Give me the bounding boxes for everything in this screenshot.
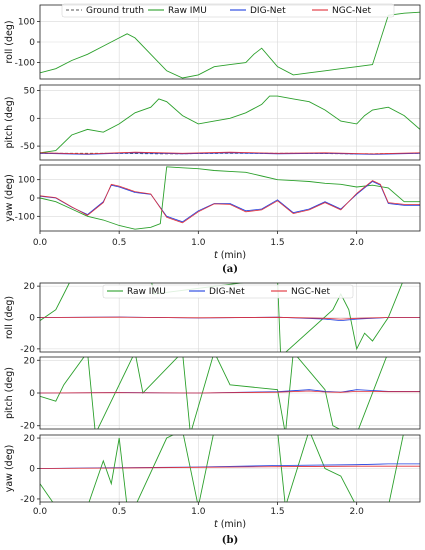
x-axis-label: t (min) (214, 250, 246, 261)
series-line-raw-imu (40, 11, 420, 79)
y-tick-label: 0 (29, 314, 35, 324)
plot-frame (39, 356, 421, 430)
panel-caption: (a) (222, 264, 238, 275)
y-tick-label: -20 (20, 345, 35, 355)
subplot-yaw-deg: 20 0 -20 yaw (deg) (4, 434, 421, 505)
y-tick-label: 20 (24, 282, 36, 292)
y-tick-label: -100 (15, 212, 36, 222)
series-group (40, 283, 420, 352)
y-axis-label: pitch (deg) (4, 97, 15, 149)
y-tick-label: -50 (20, 142, 35, 152)
legend-box (102, 284, 354, 299)
y-tick-label: 100 (18, 176, 35, 186)
x-tick-label: 2.0 (350, 507, 365, 517)
series-line-ngc-net (40, 151, 420, 155)
x-tick-label: 0.0 (33, 238, 48, 248)
y-axis-label: roll (deg) (4, 20, 15, 63)
series-line-raw-imu (40, 435, 404, 502)
subplot-pitch-deg: 50 0 -50 pitch (deg) (4, 84, 421, 161)
y-tick-label: -100 (15, 59, 36, 69)
y-axis-label: roll (deg) (4, 296, 15, 339)
series-line-raw-imu (40, 95, 420, 154)
legend-label-ngc-net: NGC-Net (332, 6, 372, 16)
y-tick-label: 20 (24, 434, 36, 444)
plot-frame (39, 84, 421, 161)
legend-label-dig-net: DIG-Net (250, 6, 286, 16)
x-tick-label: 2.0 (350, 238, 365, 248)
y-tick-label: 0 (29, 194, 35, 204)
series-line-dig-net (40, 181, 420, 223)
y-axis-label: yaw (deg) (4, 445, 15, 493)
x-tick-label: 0.5 (112, 238, 126, 248)
legend: Raw IMU DIG-Net NGC-Net (102, 284, 354, 299)
y-tick-label: -20 (20, 495, 35, 505)
series-line-raw-imu (40, 166, 420, 230)
series-group (40, 95, 420, 155)
plot-frame (39, 434, 421, 503)
series-line-ngc-net (40, 316, 420, 320)
legend-box (61, 3, 395, 18)
y-tick-label: 0 (29, 389, 35, 399)
x-axis-label-var: t (214, 519, 219, 530)
y-tick-label: 50 (24, 87, 36, 97)
x-tick-label: 1.5 (270, 238, 284, 248)
legend-label-raw-imu: Raw IMU (127, 287, 166, 297)
x-axis-label-var: t (214, 250, 219, 261)
series-line-raw-imu (40, 283, 403, 352)
y-tick-label: 0 (29, 465, 35, 475)
legend-label-dig-net: DIG-Net (209, 287, 245, 297)
series-line-ngc-net (40, 390, 420, 394)
y-axis-label: pitch (deg) (4, 367, 15, 419)
legend-label-raw-imu: Raw IMU (168, 6, 207, 16)
series-line-ngc-net (40, 180, 420, 224)
y-axis-label: yaw (deg) (4, 174, 15, 222)
x-tick-label: 0.0 (33, 507, 48, 517)
subplot-pitch-deg: 20 0 -20 pitch (deg) (4, 356, 421, 432)
series-line-raw-imu (40, 357, 387, 429)
legend-label-ngc-net: NGC-Net (291, 287, 331, 297)
series-group (40, 435, 420, 502)
y-tick-label: 20 (24, 356, 36, 366)
x-axis-label-unit: (min) (218, 250, 246, 261)
x-tick-label: 0.5 (112, 507, 126, 517)
plot-frame (39, 164, 421, 232)
y-tick-label: 100 (18, 17, 35, 27)
x-axis-label: t (min) (214, 519, 246, 530)
series-group (40, 11, 420, 79)
chart-panel-b: 20 0 -20 roll (deg) 20 0 -20 pitch (deg) 20 0 -20 y… (4, 282, 421, 546)
y-tick-label: 0 (29, 114, 35, 124)
x-axis-label-unit: (min) (218, 519, 246, 530)
legend-label-ground-truth: Ground truth (86, 6, 144, 16)
series-group (40, 166, 420, 230)
series-line-ngc-net (40, 465, 420, 469)
y-tick-label: -20 (20, 422, 35, 432)
legend: Ground truth Raw IMU DIG-Net NGC-Net (61, 3, 395, 18)
series-group (40, 357, 420, 429)
panel-caption: (b) (222, 535, 238, 546)
x-tick-label: 1.0 (191, 507, 206, 517)
x-tick-label: 1.0 (191, 238, 206, 248)
series-line-dig-net (40, 152, 420, 155)
y-tick-label: 0 (29, 38, 35, 48)
plot-frame (39, 282, 421, 353)
x-tick-label: 1.5 (270, 507, 284, 517)
